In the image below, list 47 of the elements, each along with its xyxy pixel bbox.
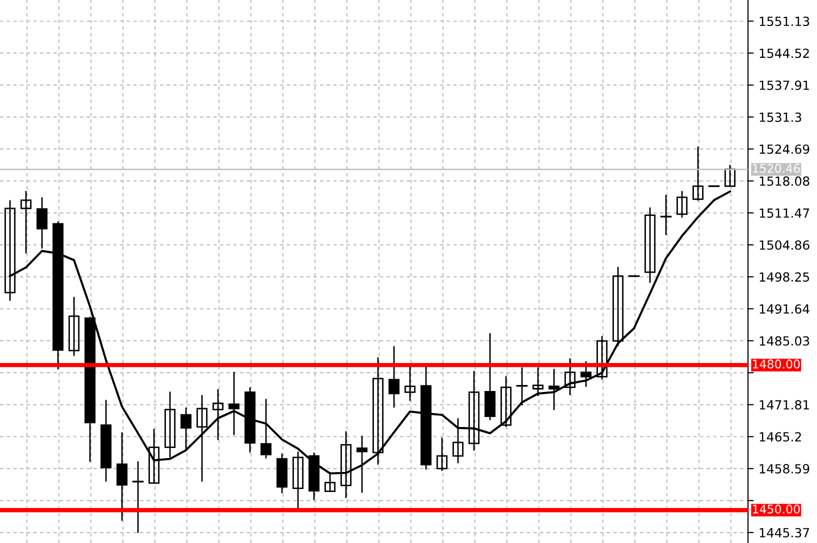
candlestick (564, 358, 576, 396)
candlestick (692, 146, 704, 202)
candlestick (468, 370, 480, 452)
candlestick (580, 360, 592, 388)
candlestick (548, 368, 560, 411)
y-tick-label: 1511.47 (760, 208, 810, 218)
y-tick-label: 1524.69 (760, 144, 810, 154)
candlestick (228, 371, 240, 436)
candlestick (596, 335, 608, 380)
candlestick (212, 388, 224, 441)
candlestick (116, 432, 128, 522)
candlestick (644, 206, 656, 284)
y-tick-label: 1544.52 (760, 48, 809, 58)
candlestick (68, 296, 80, 357)
candlestick (436, 436, 448, 472)
candlestick (260, 398, 272, 460)
ref-line-label: 1520.46 (753, 164, 800, 173)
candlestick (660, 194, 672, 236)
candlestick (372, 356, 384, 466)
y-tick-label: 1504.86 (760, 240, 810, 250)
y-tick-label: 1471.81 (760, 400, 809, 410)
candlestick (452, 418, 464, 464)
candlestick (20, 190, 32, 254)
candlestick (404, 366, 416, 402)
y-tick-label: 1465.2 (760, 432, 801, 442)
y-tick-label: 1458.59 (760, 464, 810, 474)
candlestick (500, 375, 512, 428)
candlestick (164, 390, 176, 458)
candlestick (516, 366, 528, 406)
candlestick (676, 190, 688, 218)
candlestick (612, 266, 624, 347)
candlestick (180, 406, 192, 451)
y-tick-label: 1498.25 (760, 272, 810, 282)
y-tick-label: 1551.13 (760, 16, 810, 26)
y-tick-label: 1531.3 (760, 112, 802, 122)
candlestick (532, 366, 544, 397)
candlestick (132, 460, 144, 534)
y-tick-label: 1485.03 (760, 336, 810, 346)
ref-line-label: 1480.00 (753, 360, 800, 368)
y-tick-label: 1518.08 (760, 176, 810, 186)
ref-line-label: 1450.00 (753, 504, 800, 514)
candlestick (724, 164, 736, 187)
candlestick (388, 346, 400, 408)
y-tick-label: 1537.91 (760, 80, 809, 90)
y-tick-label: 1445.37 (760, 528, 810, 538)
y-tick-label: 1491.64 (760, 304, 810, 314)
candlestick (36, 196, 48, 250)
